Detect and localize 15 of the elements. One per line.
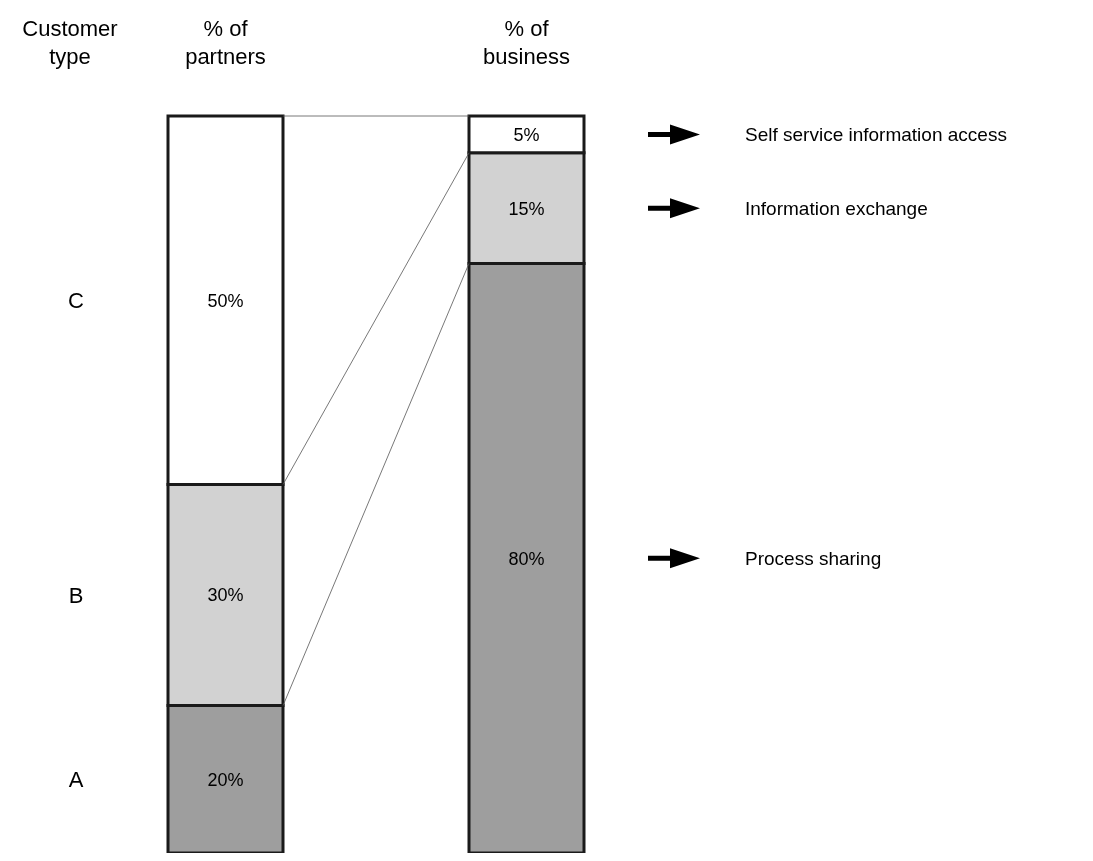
x-tick-label: % of partners	[185, 16, 266, 69]
data-label: 15%	[508, 198, 545, 219]
text: Information exchange	[745, 198, 928, 220]
annotation: C	[68, 288, 85, 314]
data-label: 80%	[508, 548, 545, 569]
text: Process sharing	[745, 548, 882, 570]
data-label: 5%	[513, 124, 540, 145]
annotation: B	[68, 583, 84, 609]
annotation: A	[68, 767, 84, 793]
text: Self service information access	[745, 124, 1007, 146]
data-label: 50%	[207, 290, 244, 311]
x-tick-label: % of business	[483, 16, 570, 69]
y-axis-title: Customer type	[22, 16, 118, 69]
data-label: 20%	[207, 769, 244, 790]
data-label: 30%	[207, 585, 244, 606]
